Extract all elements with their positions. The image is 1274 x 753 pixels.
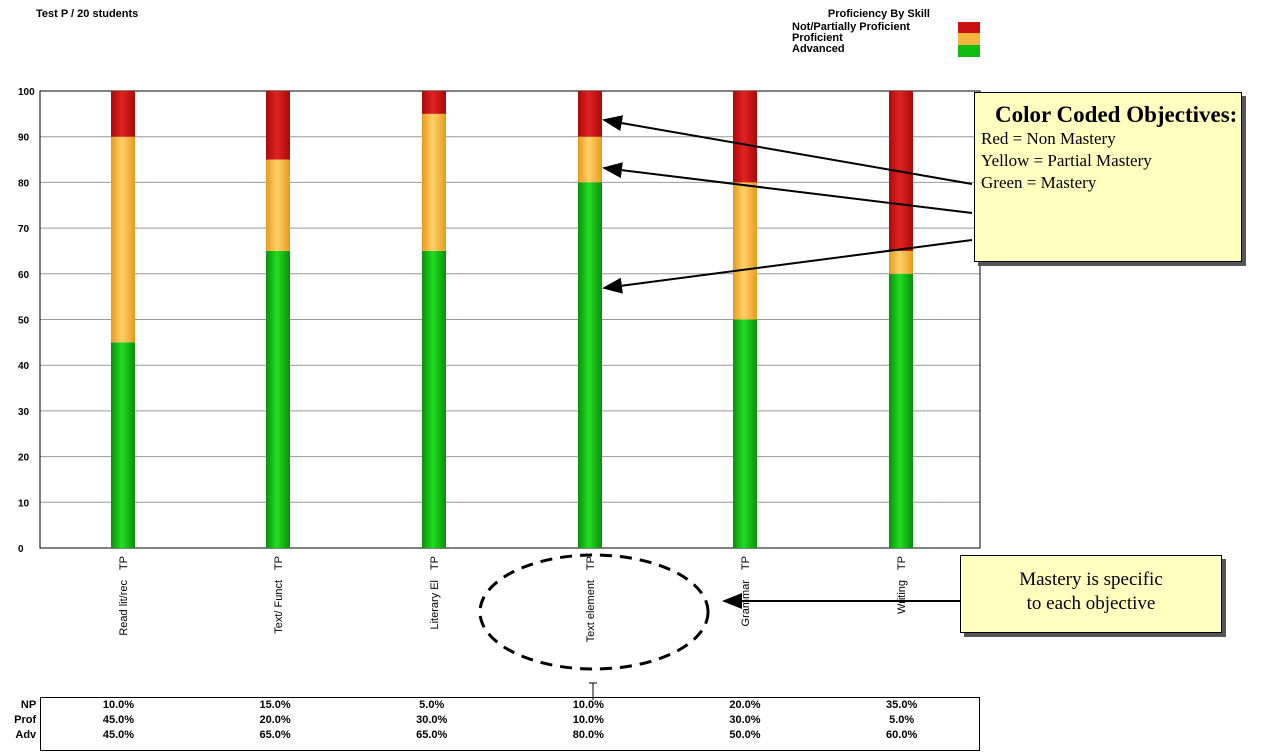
plot-frame <box>39 90 981 549</box>
table-cell: 30.0% <box>729 713 761 726</box>
table-cell: 65.0% <box>416 728 448 741</box>
table-cell: 10.0% <box>102 698 135 711</box>
callout-line-green: Green = Mastery <box>981 173 1097 192</box>
bar-advanced-1 <box>266 250 290 548</box>
bar-advanced-4 <box>733 319 757 548</box>
y-tick-label: 0 <box>18 544 24 555</box>
table-cell: 15.0% <box>259 698 291 711</box>
arrow-red <box>602 115 973 185</box>
bar-not-partially-proficient-1 <box>266 91 290 160</box>
mastery-line-2: to each objective <box>1026 593 1156 614</box>
y-tick-label: 50 <box>18 316 30 327</box>
bar-proficient-0 <box>111 136 135 343</box>
arrow-yellow <box>602 162 973 214</box>
page-title: Test P / 20 students <box>36 8 139 20</box>
bar-not-partially-proficient-3 <box>578 91 602 137</box>
table-cell: 35.0% <box>886 698 918 711</box>
y-tick-label: 90 <box>18 133 30 144</box>
table-cell: 50.0% <box>729 728 761 741</box>
category-label: Literary El <box>429 580 441 630</box>
category-label: Grammar <box>740 580 752 627</box>
table-cell: 10.0% <box>572 698 604 711</box>
bar-not-partially-proficient-2 <box>422 91 446 114</box>
mastery-line-1: Mastery is specific <box>1019 569 1163 590</box>
bar-advanced-3 <box>578 182 602 548</box>
bar-not-partially-proficient-0 <box>111 91 135 137</box>
callout-line-red: Red = Non Mastery <box>981 129 1116 148</box>
bar-not-partially-proficient-4 <box>733 91 757 183</box>
table-row-label: Adv <box>15 728 37 741</box>
mastery-callout: Mastery is specific to each objective <box>960 555 1222 633</box>
y-tick-label: 100 <box>18 87 35 98</box>
table-cell: 20.0% <box>259 713 291 726</box>
summary-table: NP 10.0% 15.0% 5.0% 10.0% 20.0% 35.0% Prof 45.0%… <box>0 697 980 742</box>
bar-proficient-4 <box>733 182 757 320</box>
y-tick-label: 10 <box>18 498 30 509</box>
table-cell: 45.0% <box>102 728 135 741</box>
bar-advanced-0 <box>111 342 135 548</box>
category-label: Text element <box>585 580 597 642</box>
legend-label-adv: Advanced <box>792 43 845 55</box>
y-tick-label: 80 <box>18 178 30 189</box>
y-tick-label: 20 <box>18 453 30 464</box>
callout-title: Color Coded Objectives: <box>995 102 1238 127</box>
bar-proficient-1 <box>266 159 290 251</box>
color-legend-callout: Color Coded Objectives: Red = Non Master… <box>974 92 1242 262</box>
category-label: Read lit/rec <box>118 580 130 636</box>
legend-swatch-np <box>958 22 980 34</box>
bar-advanced-5 <box>889 273 913 548</box>
legend-swatch-prof <box>958 33 980 45</box>
legend-label-prof: Proficient <box>792 32 843 44</box>
bar-proficient-5 <box>889 250 913 274</box>
table-row: NP 10.0% 15.0% 5.0% 10.0% 20.0% 35.0% <box>0 697 980 712</box>
summary-table-frame <box>40 697 980 751</box>
table-cell: 5.0% <box>419 698 445 711</box>
category-label: Text/ Funct <box>273 580 285 634</box>
legend-title: Proficiency By Skill <box>827 8 930 20</box>
table-cell: 10.0% <box>572 713 604 726</box>
y-tick-label: 70 <box>18 224 30 235</box>
category-prefix: TP <box>585 556 597 570</box>
highlight-ellipse <box>478 553 710 671</box>
y-tick-label: 30 <box>18 407 30 418</box>
table-cell: 65.0% <box>259 728 291 741</box>
category-label: Writing <box>896 580 908 614</box>
bar-proficient-2 <box>422 113 446 251</box>
arrow-green <box>602 239 973 294</box>
table-row: Prof 45.0% 20.0% 30.0% 10.0% 30.0% 5.0% <box>0 712 980 727</box>
category-prefix: TP <box>118 556 130 570</box>
y-tick-label: 60 <box>18 270 30 281</box>
category-prefix: TP <box>740 556 752 570</box>
y-tick-label: 40 <box>18 361 30 372</box>
table-row-label: NP <box>20 698 37 711</box>
stacked-bar-chart: 0 10 20 30 40 50 60 70 80 90 100 TP Read lit/rec TP Te… <box>18 87 981 700</box>
table-cell: 30.0% <box>416 713 448 726</box>
table-row: Adv 45.0% 65.0% 65.0% 80.0% 50.0% 60.0% <box>0 727 980 742</box>
bar-advanced-2 <box>422 250 446 548</box>
table-row-label: Prof <box>14 713 37 726</box>
table-cell: 45.0% <box>102 713 135 726</box>
table-cell: 5.0% <box>889 713 915 726</box>
bar-proficient-3 <box>578 136 602 183</box>
callout-line-yellow: Yellow = Partial Mastery <box>981 151 1152 170</box>
legend-swatch-adv <box>958 45 980 57</box>
category-prefix: TP <box>429 556 441 570</box>
legend-label-np: Not/Partially Proficient <box>792 21 910 33</box>
table-cell: 20.0% <box>729 698 761 711</box>
table-cell: 60.0% <box>886 728 918 741</box>
table-cell: 80.0% <box>572 728 604 741</box>
category-prefix: TP <box>273 556 285 570</box>
category-prefix: TP <box>896 556 908 570</box>
